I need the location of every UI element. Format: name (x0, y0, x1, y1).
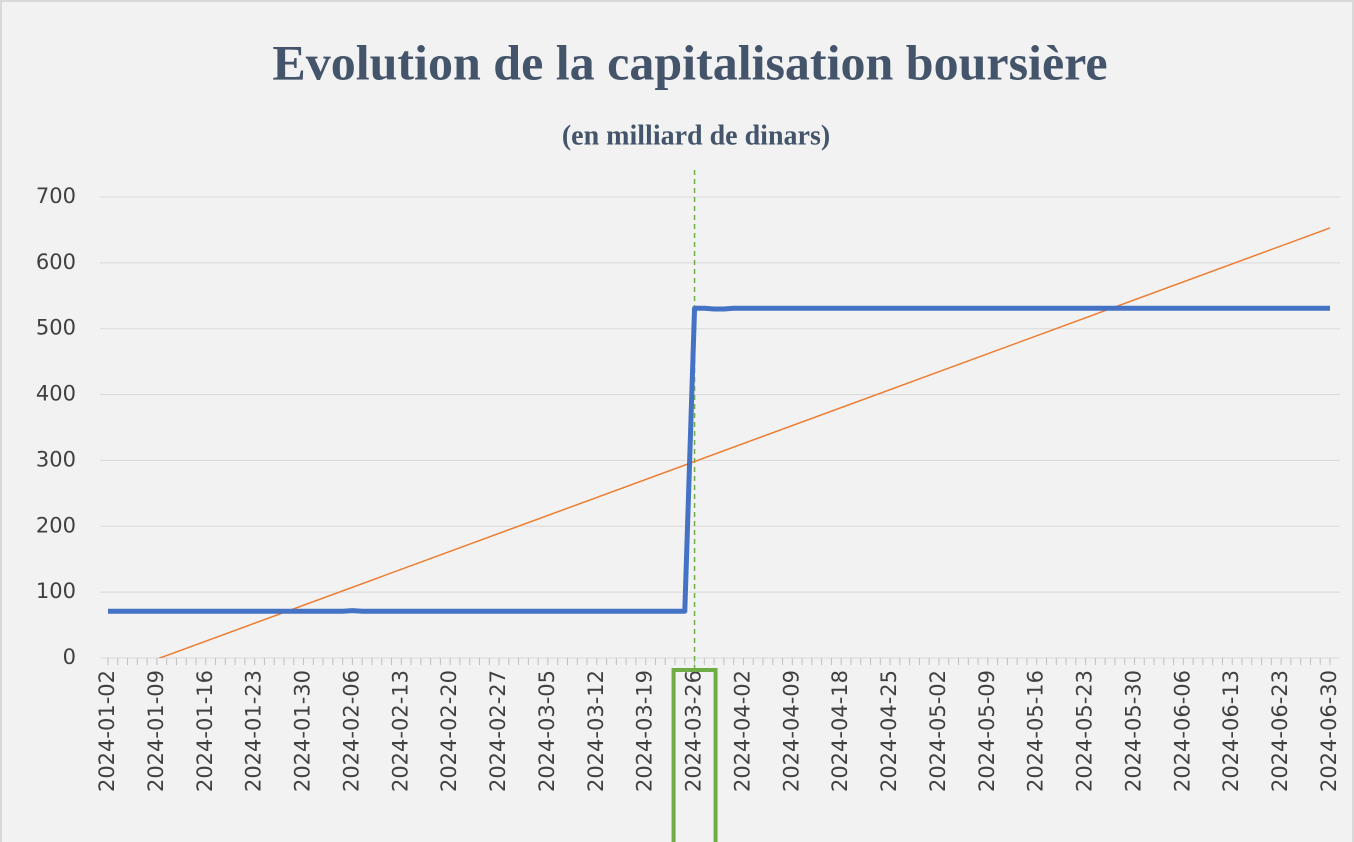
y-tick-label: 300 (36, 447, 76, 471)
x-tick-label: 2024-02-27 (486, 670, 510, 792)
trendline-group (157, 227, 1331, 658)
y-tick-label: 200 (36, 513, 76, 537)
x-tick-label: 2024-05-09 (975, 670, 999, 792)
x-tick-label: 2024-03-12 (584, 670, 608, 792)
x-tick-label: 2024-04-18 (828, 670, 852, 792)
x-tick-label: 2024-04-09 (779, 670, 803, 792)
data-line (108, 305, 1330, 614)
x-tick-label: 2024-03-05 (535, 670, 559, 792)
y-tick-label: 500 (36, 316, 76, 340)
x-tick-label: 2024-04-25 (877, 670, 901, 792)
y-tick-label: 0 (63, 645, 76, 669)
x-tick-label: 2024-02-13 (388, 670, 412, 792)
x-tick-label: 2024-04-02 (730, 670, 754, 792)
x-tick-label: 2024-05-02 (926, 670, 950, 792)
x-tick-label: 2024-01-09 (144, 670, 168, 792)
x-tick-label: 2024-06-13 (1219, 670, 1243, 792)
chart-title: Evolution de la capitalisation boursière (272, 34, 1107, 90)
x-tick-label: 2024-06-06 (1170, 670, 1194, 792)
y-tick-label: 600 (36, 250, 76, 274)
x-tick-label: 2024-05-23 (1073, 670, 1097, 792)
x-tick-label: 2024-02-20 (437, 670, 461, 792)
y-tick-label: 700 (36, 184, 76, 208)
x-tick-label: 2024-03-26 (682, 670, 706, 792)
x-tick-label: 2024-03-19 (633, 670, 657, 792)
x-tick-label: 2024-06-30 (1317, 670, 1341, 792)
y-tick-label: 400 (36, 382, 76, 406)
highlight-box (671, 668, 718, 842)
y-tick-label: 100 (36, 579, 76, 603)
x-tick-label: 2024-01-02 (95, 670, 119, 792)
chart-subtitle: (en milliard de dinars) (562, 120, 830, 151)
x-tick-label: 2024-05-16 (1024, 670, 1048, 792)
x-tick-label: 2024-06-23 (1268, 670, 1292, 792)
x-tick-label: 2024-01-30 (291, 670, 315, 792)
x-tick-label: 2024-01-16 (193, 670, 217, 792)
x-tick-label: 2024-05-30 (1121, 670, 1145, 792)
x-tick-label: 2024-02-06 (339, 670, 363, 792)
x-tick-label: 2024-01-23 (242, 670, 266, 792)
trendline (157, 227, 1331, 658)
